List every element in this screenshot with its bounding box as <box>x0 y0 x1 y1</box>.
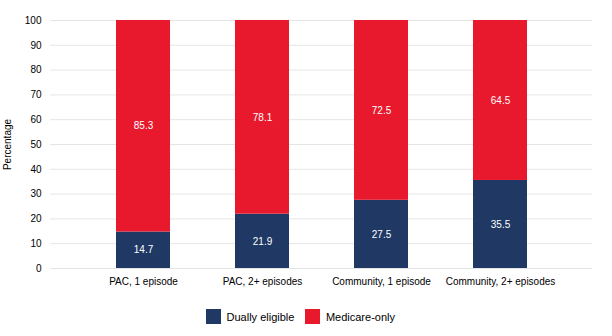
svg-text:30: 30 <box>30 188 42 199</box>
svg-text:80: 80 <box>30 64 42 75</box>
svg-text:14.7: 14.7 <box>134 244 154 255</box>
svg-text:60: 60 <box>30 114 42 125</box>
svg-text:72.5: 72.5 <box>372 105 392 116</box>
svg-text:35.5: 35.5 <box>491 219 511 230</box>
svg-text:50: 50 <box>30 139 42 150</box>
svg-text:0: 0 <box>36 263 42 274</box>
svg-text:90: 90 <box>30 40 42 51</box>
svg-text:21.9: 21.9 <box>253 236 273 247</box>
html-text:Medicare-only: Medicare-only <box>325 310 395 323</box>
svg-text:Community, 2+ episodes: Community, 2+ episodes <box>446 276 556 287</box>
svg-text:64.5: 64.5 <box>491 95 511 106</box>
svg-text:70: 70 <box>30 89 42 100</box>
svg-text:27.5: 27.5 <box>372 229 392 240</box>
svg-text:40: 40 <box>30 164 42 175</box>
svg-text:Percentage: Percentage <box>2 118 13 170</box>
svg-text:Community, 1 episode: Community, 1 episode <box>332 276 431 287</box>
svg-text:100: 100 <box>25 15 42 26</box>
svg-text:PAC, 1 episode: PAC, 1 episode <box>109 276 178 287</box>
svg-text:PAC, 2+ episodes: PAC, 2+ episodes <box>223 276 303 287</box>
svg-text:20: 20 <box>30 213 42 224</box>
svg-text:78.1: 78.1 <box>253 112 273 123</box>
svg-text:85.3: 85.3 <box>134 120 154 131</box>
html-text:Dually eligible: Dually eligible <box>226 310 295 323</box>
svg-text:10: 10 <box>30 238 42 249</box>
